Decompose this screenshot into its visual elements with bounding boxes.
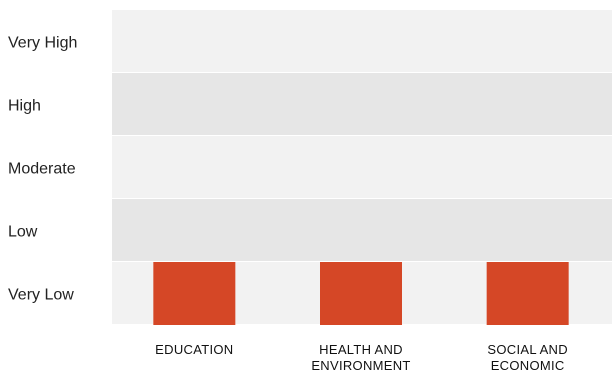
x-tick-label-line: HEALTH AND (319, 342, 403, 357)
y-tick-label-moderate: Moderate (8, 161, 76, 178)
y-tick-label-very-low: Very Low (8, 287, 74, 304)
x-tick-label-line: ECONOMIC (491, 358, 565, 373)
band-very-high (112, 10, 612, 72)
y-tick-label-very-high: Very High (8, 35, 77, 52)
y-axis-labels: Very Low Low Moderate High Very High (8, 35, 77, 304)
y-tick-label-high: High (8, 98, 41, 115)
x-tick-label-line: ENVIRONMENT (311, 358, 410, 373)
x-tick-label-education: EDUCATION (155, 342, 233, 357)
y-tick-label-low: Low (8, 224, 38, 241)
x-tick-label-line: EDUCATION (155, 342, 233, 357)
x-tick-label-health-and-environment: HEALTH AND ENVIRONMENT (311, 342, 410, 373)
bar-health-and-environment (320, 262, 402, 325)
bar-social-and-economic (487, 262, 569, 325)
band-moderate (112, 136, 612, 198)
band-low (112, 199, 612, 261)
x-tick-label-social-and-economic: SOCIAL AND ECONOMIC (487, 342, 568, 373)
x-tick-label-line: SOCIAL AND (487, 342, 568, 357)
x-axis-labels: EDUCATION HEALTH AND ENVIRONMENT SOCIAL AND… (155, 342, 568, 373)
bars (153, 262, 568, 325)
bar-education (153, 262, 235, 325)
band-high (112, 73, 612, 135)
